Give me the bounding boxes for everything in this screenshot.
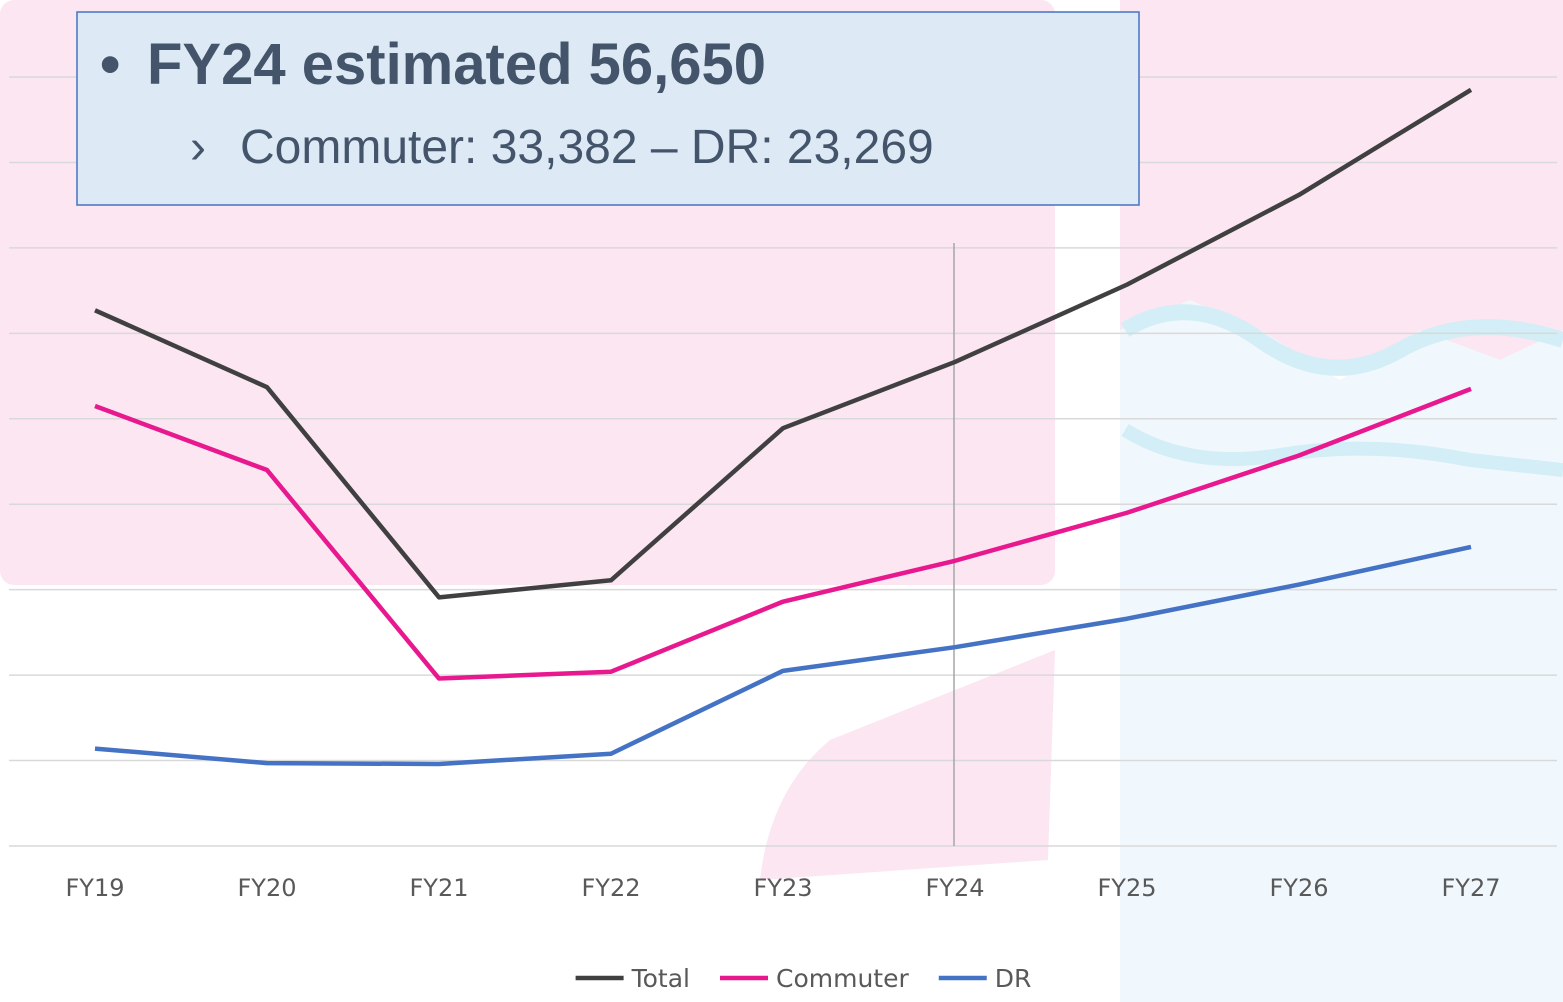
x-tick-label: FY27 (1441, 874, 1500, 902)
legend-label: Commuter (776, 964, 909, 993)
x-tick-label: FY26 (1269, 874, 1328, 902)
x-tick-label: FY19 (65, 874, 124, 902)
x-tick-label: FY25 (1097, 874, 1156, 902)
bullet: • (100, 32, 120, 97)
legend-label: DR (995, 964, 1032, 993)
legend-label: Total (631, 964, 690, 993)
annotation-subtitle: Commuter: 33,382 – DR: 23,269 (240, 121, 934, 174)
x-tick-label: FY23 (753, 874, 812, 902)
x-tick-label: FY20 (237, 874, 296, 902)
annotation-title: FY24 estimated 56,650 (147, 32, 766, 97)
x-tick-label: FY24 (925, 874, 984, 902)
x-tick-label: FY22 (581, 874, 640, 902)
annotation: • FY24 estimated 56,650 › Commuter: 33,3… (77, 12, 1139, 205)
chart: FY19 FY20 FY21 FY22 FY23 FY24 FY25 FY26 FY27 • F… (0, 0, 1563, 1002)
x-tick-label: FY21 (409, 874, 468, 902)
sub-bullet: › (190, 121, 206, 174)
legend: Total Commuter DR (576, 964, 1032, 993)
